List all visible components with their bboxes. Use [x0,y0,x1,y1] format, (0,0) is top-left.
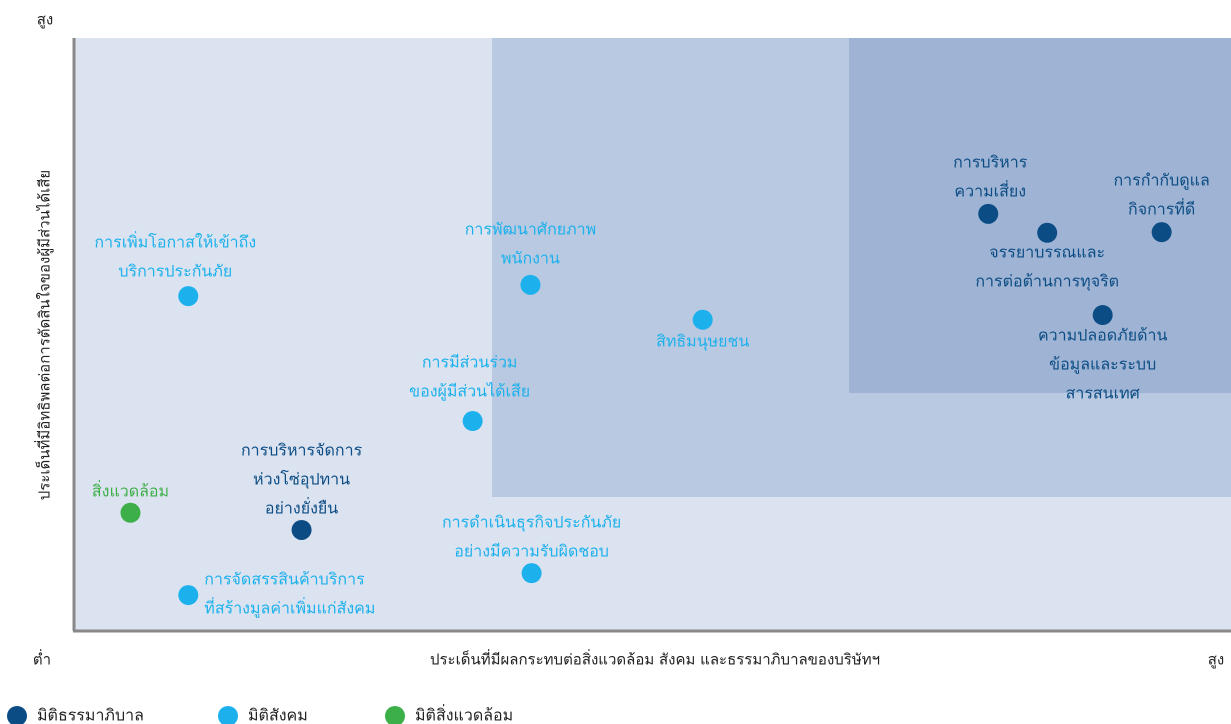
legend-label: มิติสังคม [248,706,308,724]
point-label: ห่วงโซ่อุปทาน [253,469,350,489]
point-label: สิ่งแวดล้อม [92,479,169,500]
legend-marker [218,706,238,724]
point [520,274,541,295]
point-label: สิทธิมนุษยชน [656,331,749,351]
point-label: การต่อต้านการทุจริต [975,271,1119,291]
point-label: การบริหารจัดการ [241,440,363,459]
point [978,203,999,224]
point-label: การเพิ่มโอกาสให้เข้าถึง [94,231,256,252]
point [178,585,199,606]
legend-marker [7,706,27,724]
point [692,309,713,330]
point-label: จรรยาบรรณและ [989,242,1105,261]
point-label: อย่างมีความรับผิดชอบ [454,542,609,561]
point [521,563,542,584]
point [178,286,199,307]
point-label: พนักงาน [501,248,560,267]
point-label: สารสนเทศ [1066,384,1140,403]
legend-label: มิติธรรมาภิบาล [37,706,144,724]
point-label: การจัดสรรสินค้าบริการ [204,570,365,589]
point-label: ข้อมูลและระบบ [1049,355,1156,375]
point [1092,305,1113,326]
legend-label: มิติสิ่งแวดล้อม [415,704,513,724]
point-label: ที่สร้างมูลค่าเพิ่มแก่สังคม [204,597,375,619]
point [120,502,141,523]
x-high: สูง [1208,651,1224,669]
x-low: ต่ำ [33,649,51,669]
point [462,411,483,432]
point [1037,222,1058,243]
point-label: การพัฒนาศักยภาพ [465,219,596,238]
point-label: บริการประกันภัย [118,262,232,281]
point-label: ความเสี่ยง [954,179,1026,200]
point-label: ความปลอดภัยด้าน [1038,326,1167,345]
point-label: การกำกับดูแล [1113,171,1209,191]
legend-marker [385,706,405,724]
point-label: อย่างยั่งยืน [265,496,338,517]
point-label: การบริหาร [953,152,1028,171]
zone-high [849,38,1231,393]
x-axis-title: ประเด็นที่มีผลกระทบต่อสิ่งแวดล้อม สังคม … [430,649,880,669]
point [291,519,312,540]
y-high: สูง [37,11,53,29]
point-label: กิจการที่ดี [1128,198,1195,219]
point-label: การดำเนินธุรกิจประกันภัย [442,513,621,533]
point-label: ของผู้มีส่วนได้เสีย [409,382,530,402]
point [1151,222,1172,243]
y-axis-title: ประเด็นที่มีอิทธิพลต่อการตัดสินใจของผู้ม… [34,170,54,500]
point-label: การมีส่วนร่วม [422,353,518,372]
